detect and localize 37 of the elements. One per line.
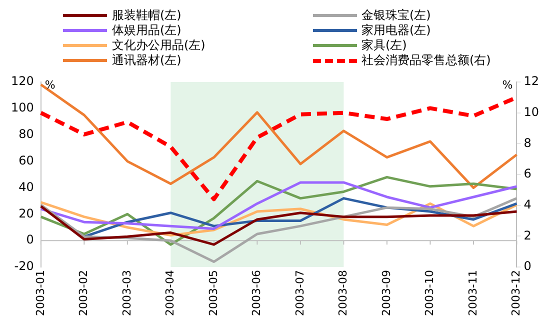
x-tick-label: 2003-07 (293, 270, 306, 316)
y-tick-label: 100 (11, 100, 34, 115)
x-tick-label: 2003-10 (423, 270, 436, 316)
x-tick-label: 2003-04 (164, 270, 177, 316)
x-tick-label: 2003-05 (206, 270, 220, 316)
legend-label: 金银珠宝(左) (362, 8, 431, 23)
y-tick-label: 0 (26, 232, 34, 247)
y2-tick-label: 4 (524, 197, 532, 212)
legend-label: 体娱用品(左) (112, 23, 182, 38)
legend-label: 通讯器材(左) (112, 53, 182, 68)
y2-tick-label: 12 (524, 74, 540, 88)
y-tick-label: 60 (18, 153, 34, 168)
x-tick-label: 2003-03 (120, 270, 134, 316)
y2-tick-label: 6 (524, 166, 532, 181)
x-tick-label: 2003-06 (250, 270, 264, 316)
y-axis-title: % (44, 78, 56, 92)
x-tick-label: 2003-11 (466, 270, 480, 316)
y-tick-label: 80 (18, 126, 34, 141)
legend-label: 家用电器(左) (362, 23, 431, 38)
legend-label: 社会消费品零售总额(右) (362, 53, 491, 68)
x-tick-label: 2003-09 (380, 270, 393, 316)
x-tick-label: 2003-02 (77, 270, 90, 316)
y2-tick-label: 10 (524, 104, 540, 119)
legend-label: 家具(左) (362, 38, 407, 53)
y-tick-label: 120 (11, 74, 34, 88)
y-tick-label: 40 (18, 180, 34, 194)
legend-label: 文化办公用品(左) (112, 38, 206, 53)
y2-tick-label: 2 (524, 228, 532, 242)
y-tick-label: -20 (14, 259, 34, 274)
y2-tick-label: 8 (524, 136, 532, 150)
x-tick-label: 2003-12 (510, 270, 523, 316)
y2-axis-title: % (502, 78, 513, 92)
legend-label: 服装鞋帽(左) (112, 8, 182, 23)
y2-tick-label: 0 (524, 259, 532, 274)
x-tick-label: 2003-08 (336, 270, 350, 316)
y-tick-label: 20 (18, 206, 34, 220)
x-tick-label: 2003-01 (34, 270, 47, 316)
